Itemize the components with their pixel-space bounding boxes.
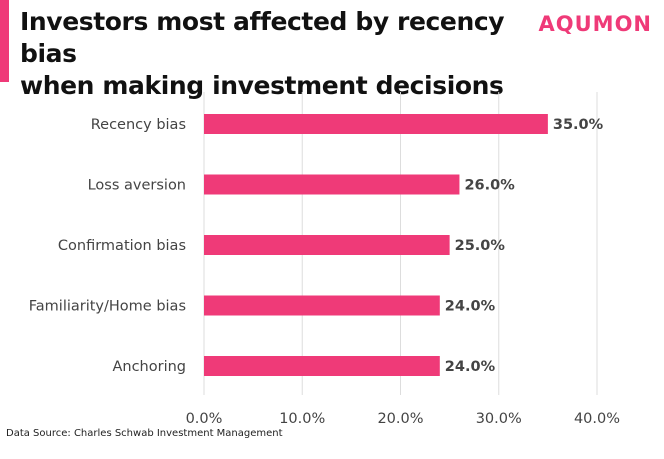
- bar: [204, 235, 450, 255]
- data-label: 24.0%: [445, 299, 496, 315]
- brand-logo: AQUMON: [538, 12, 652, 36]
- x-tick-label: 40.0%: [574, 411, 620, 427]
- accent-bar: [0, 0, 9, 82]
- bar: [204, 174, 460, 195]
- category-label: Familiarity/Home bias: [29, 299, 186, 315]
- data-label: 24.0%: [445, 359, 496, 375]
- x-tick-label: 0.0%: [186, 411, 223, 427]
- data-source: Data Source: Charles Schwab Investment M…: [6, 428, 283, 439]
- category-label: Loss aversion: [88, 178, 186, 194]
- x-tick-label: 10.0%: [279, 411, 325, 427]
- category-label: Anchoring: [112, 359, 186, 375]
- bar: [204, 295, 440, 316]
- data-label: 26.0%: [464, 178, 515, 194]
- chart-title: Investors most affected by recency bias …: [20, 6, 560, 102]
- title-line-1: Investors most affected by recency bias: [20, 7, 505, 68]
- data-label: 25.0%: [455, 238, 506, 254]
- data-label: 35.0%: [553, 117, 604, 133]
- x-tick-label: 30.0%: [476, 411, 522, 427]
- x-tick-label: 20.0%: [377, 411, 423, 427]
- category-label: Confirmation bias: [58, 238, 186, 254]
- bar: [204, 114, 548, 134]
- title-line-2: when making investment decisions: [20, 71, 504, 100]
- category-label: Recency bias: [91, 117, 186, 133]
- bar: [204, 356, 440, 376]
